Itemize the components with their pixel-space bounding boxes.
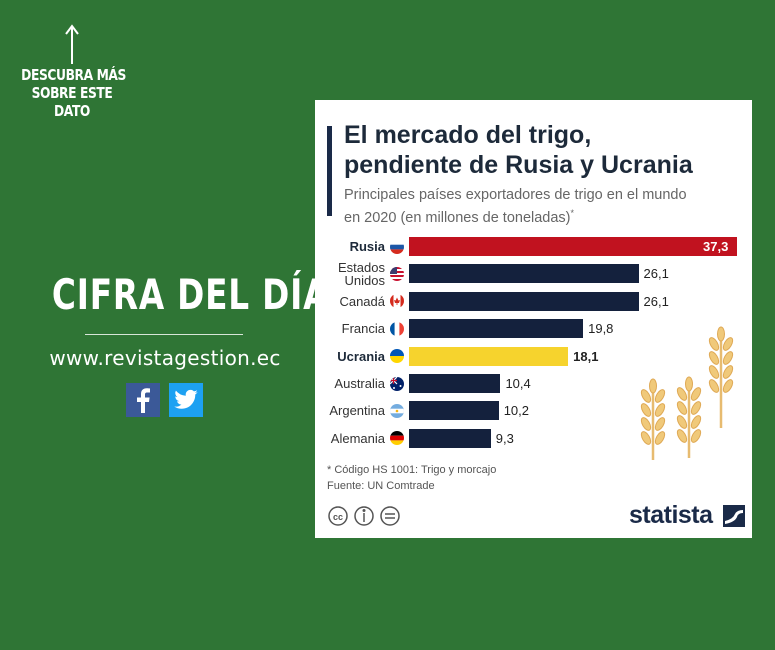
footnote: * Código HS 1001: Trigo y morcajo — [327, 464, 497, 476]
brand-name: statista — [629, 501, 713, 529]
statista-logo[interactable]: statista — [629, 500, 745, 530]
country-flag-icon — [390, 376, 404, 391]
promo-line: DESCUBRA MÁS — [21, 66, 126, 84]
bar — [409, 237, 737, 256]
title-line: pendiente de Rusia y Ucrania — [344, 151, 693, 179]
value-label: 10,2 — [503, 403, 529, 419]
svg-text:cc: cc — [333, 512, 343, 522]
value-label: 10,4 — [505, 376, 531, 391]
promo-line: DATO — [53, 102, 90, 120]
subtitle-line: Principales países exportadores de trigo… — [344, 187, 687, 203]
category-label: Estados Unidos — [338, 259, 385, 288]
value-label: 26,1 — [643, 266, 669, 282]
country-flag-icon — [390, 294, 404, 309]
site-url[interactable]: www.revistagestion.ec — [49, 346, 281, 370]
bar — [409, 319, 584, 339]
discover-more-link[interactable]: DESCUBRA MÁS SOBRE ESTE DATO — [21, 66, 126, 120]
country-flag-icon — [390, 239, 404, 254]
facebook-icon[interactable] — [126, 383, 160, 417]
value-label: 18,1 — [573, 348, 599, 364]
country-flag-icon — [390, 321, 404, 336]
bar — [409, 428, 491, 448]
creative-commons-icon[interactable]: cc — [327, 505, 407, 527]
bar — [409, 291, 639, 311]
title-accent-bar — [327, 126, 332, 216]
statista-mark-icon — [723, 505, 745, 527]
country-flag-icon — [390, 266, 404, 281]
bar — [409, 401, 499, 421]
footnotes: * Código HS 1001: Trigo y morcajo Fuente… — [327, 462, 496, 494]
twitter-icon[interactable] — [169, 383, 203, 417]
bar — [409, 264, 639, 284]
bar — [409, 374, 501, 393]
wheat-icon — [640, 326, 734, 460]
category-label: Rusia — [349, 239, 385, 254]
category-label: Canadá — [339, 293, 385, 309]
arrow-up-icon[interactable] — [64, 24, 80, 64]
category-label: Argentina — [329, 403, 385, 419]
category-label: Australia — [334, 376, 385, 391]
country-flag-icon — [390, 403, 404, 418]
value-label: 9,3 — [495, 430, 514, 446]
category-label: Alemania — [330, 430, 385, 446]
bar — [409, 346, 569, 366]
promo-panel: DESCUBRA MÁS SOBRE ESTE DATO CIFRA DEL D… — [0, 0, 330, 650]
source-note: Fuente: UN Comtrade — [327, 480, 435, 492]
country-flag-icon — [390, 431, 404, 446]
divider — [85, 334, 243, 335]
subtitle-footnote-mark: * — [570, 208, 575, 218]
title-line: El mercado del trigo, — [344, 121, 592, 149]
value-label: 26,1 — [643, 293, 669, 309]
chart-subtitle: Principales países exportadores de trigo… — [344, 186, 744, 227]
value-label: 19,8 — [588, 321, 614, 337]
category-label: Francia — [341, 321, 385, 337]
promo-line: SOBRE ESTE — [31, 84, 113, 102]
headline: CIFRA DEL DÍA — [51, 270, 330, 319]
infographic-card: El mercado del trigo, pendiente de Rusia… — [315, 100, 752, 538]
category-label: Ucrania — [337, 348, 385, 364]
chart-title: El mercado del trigo, pendiente de Rusia… — [344, 120, 744, 180]
value-label: 37,3 — [703, 239, 729, 254]
subtitle-line: en 2020 (en millones de toneladas) — [344, 209, 571, 226]
country-flag-icon — [390, 349, 404, 364]
